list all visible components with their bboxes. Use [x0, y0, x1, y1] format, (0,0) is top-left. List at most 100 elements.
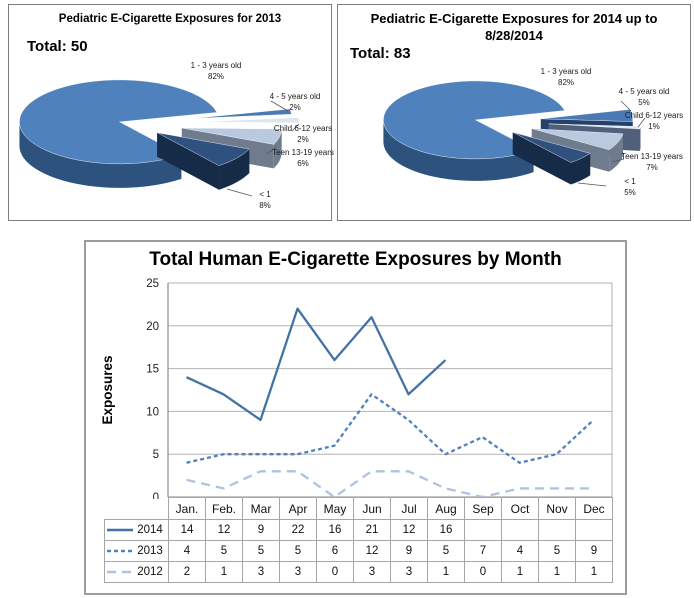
monthly-data-table-holder: Jan. Feb. Mar Apr May Jun Jul Aug Sep Oct Nov Dec 20… — [104, 497, 613, 583]
svg-text:20: 20 — [146, 321, 159, 333]
pie-2014-total: Total: 83 — [350, 45, 411, 62]
svg-text:25: 25 — [146, 278, 159, 290]
pie-slice-label-4-5: 4 - 5 years old 2% — [270, 92, 321, 114]
pie-chart-panel-2014: Pediatric E-Cigarette Exposures for 2014… — [337, 4, 691, 221]
table-cell: 2 — [168, 561, 206, 583]
table-cell: 9 — [390, 540, 428, 562]
pie-slice-pct: 7% — [646, 162, 658, 172]
series-name: 2014 — [137, 524, 163, 536]
month-header: Apr — [279, 497, 317, 520]
pie-slice-label-under1: < 1 8% — [259, 190, 271, 212]
pie-slice-name: < 1 — [259, 190, 271, 199]
line-chart-plot: 0 5 10 15 20 25 Exposures — [100, 278, 613, 499]
pie-2014-plot — [383, 80, 646, 187]
pie-slice-pct: 82% — [207, 71, 225, 81]
pie-chart-panel-2013: Pediatric E-Cigarette Exposures for 2013… — [8, 4, 334, 221]
table-cell: 7 — [464, 540, 502, 562]
table-cell: 16 — [427, 519, 465, 541]
month-header: Mar — [242, 497, 280, 520]
table-cell: 9 — [575, 540, 613, 562]
month-header: Feb. — [205, 497, 243, 520]
pie-slice-pct: 2% — [297, 134, 309, 144]
pie-slice-name: 1 - 3 years old — [540, 67, 592, 76]
table-cell: 1 — [501, 561, 539, 583]
table-cell — [538, 519, 576, 541]
table-cell: 3 — [279, 561, 317, 583]
svg-text:10: 10 — [146, 406, 159, 418]
table-cell: 4 — [168, 540, 206, 562]
table-cell: 5 — [279, 540, 317, 562]
series-line-swatch — [107, 549, 134, 553]
pie-slice-name: Teen 13-19 years — [272, 148, 334, 157]
series-year-label: 2014 — [104, 519, 169, 541]
table-cell: 5 — [205, 540, 243, 562]
pie-slice-pct: 5% — [624, 187, 636, 197]
table-cell: 14 — [168, 519, 206, 541]
line-chart-title: Total Human E-Cigarette Exposures by Mon… — [149, 249, 562, 270]
svg-text:5: 5 — [153, 449, 159, 461]
table-cell: 0 — [316, 561, 354, 583]
table-cell: 22 — [279, 519, 317, 541]
month-header: Dec — [575, 497, 613, 520]
series-name: 2012 — [137, 566, 163, 578]
pie-slice-name: Child 6-12 years — [624, 111, 684, 120]
table-cell: 3 — [242, 561, 280, 583]
pie-slice-pct: 8% — [259, 200, 271, 210]
table-cell: 6 — [316, 540, 354, 562]
table-cell: 9 — [242, 519, 280, 541]
table-cell: 5 — [538, 540, 576, 562]
pie-2013-total: Total: 50 — [27, 38, 88, 55]
monthly-data-table: Jan. Feb. Mar Apr May Jun Jul Aug Sep Oct Nov Dec 20… — [104, 497, 613, 583]
pie-slice-label-1-3: 1 - 3 years old 82% — [541, 67, 592, 89]
pie-slice-pct: 6% — [297, 158, 309, 168]
table-cell — [501, 519, 539, 541]
table-cell: 1 — [427, 561, 465, 583]
series-year-label: 2012 — [104, 561, 169, 583]
table-corner-spacer — [105, 498, 169, 520]
pie-slice-name: < 1 — [624, 177, 636, 186]
table-cell: 21 — [353, 519, 391, 541]
month-header: Jan. — [168, 497, 206, 520]
pie-slice-pct: 5% — [638, 97, 650, 107]
table-cell: 5 — [427, 540, 465, 562]
pie-slice-label-4-5: 4 - 5 years old 5% — [619, 87, 670, 109]
table-cell — [464, 519, 502, 541]
pie-slice-name: Teen 13-19 years — [621, 152, 683, 161]
table-cell: 5 — [242, 540, 280, 562]
month-header: May — [316, 497, 354, 520]
month-header: Jun — [353, 497, 391, 520]
pie-slice-label-teen: Teen 13-19 years 6% — [272, 148, 334, 170]
pie-slice-label-under1: < 1 5% — [624, 177, 636, 199]
month-header: Jul — [390, 497, 428, 520]
table-cell: 1 — [538, 561, 576, 583]
month-header: Aug — [427, 497, 465, 520]
pie-slice-label-1-3: 1 - 3 years old 82% — [191, 61, 242, 83]
table-cell: 1 — [575, 561, 613, 583]
pie-slice-name: 4 - 5 years old — [618, 87, 670, 96]
pie-slice-name: Child 6-12 years — [273, 124, 333, 133]
svg-text:0: 0 — [153, 492, 159, 499]
pie-slice-pct: 82% — [557, 77, 575, 87]
svg-text:Exposures: Exposures — [100, 355, 115, 424]
table-cell: 12 — [353, 540, 391, 562]
pie-slice-name: 4 - 5 years old — [269, 92, 321, 101]
table-cell: 12 — [390, 519, 428, 541]
series-name: 2013 — [137, 545, 163, 557]
month-header: Sep — [464, 497, 502, 520]
pie-slice-label-teen: Teen 13-19 years 7% — [621, 152, 683, 174]
table-cell: 3 — [353, 561, 391, 583]
pie-slice-name: 1 - 3 years old — [190, 61, 242, 70]
line-chart-panel: Total Human E-Cigarette Exposures by Mon… — [84, 240, 627, 595]
pie-2013-plot — [19, 79, 300, 197]
month-header: Nov — [538, 497, 576, 520]
pie-slice-label-child: Child 6-12 years 1% — [625, 111, 683, 133]
series-year-label: 2013 — [104, 540, 169, 562]
pie-2013-title: Pediatric E-Cigarette Exposures for 2013 — [58, 13, 282, 25]
pie-2014-title: Pediatric E-Cigarette Exposures for 2014… — [370, 11, 658, 43]
table-cell: 3 — [390, 561, 428, 583]
month-header: Oct — [501, 497, 539, 520]
pie-slice-pct: 2% — [289, 102, 301, 112]
series-line-swatch — [107, 570, 134, 574]
table-cell: 4 — [501, 540, 539, 562]
